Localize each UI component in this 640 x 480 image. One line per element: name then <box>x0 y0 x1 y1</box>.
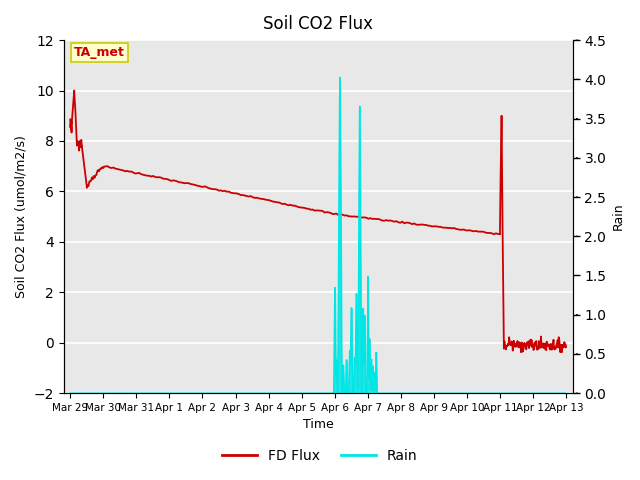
Y-axis label: Soil CO2 Flux (umol/m2/s): Soil CO2 Flux (umol/m2/s) <box>15 135 28 298</box>
X-axis label: Time: Time <box>303 419 333 432</box>
Title: Soil CO2 Flux: Soil CO2 Flux <box>263 15 373 33</box>
Y-axis label: Rain: Rain <box>612 203 625 230</box>
Text: TA_met: TA_met <box>74 46 125 59</box>
Legend: FD Flux, Rain: FD Flux, Rain <box>217 443 423 468</box>
